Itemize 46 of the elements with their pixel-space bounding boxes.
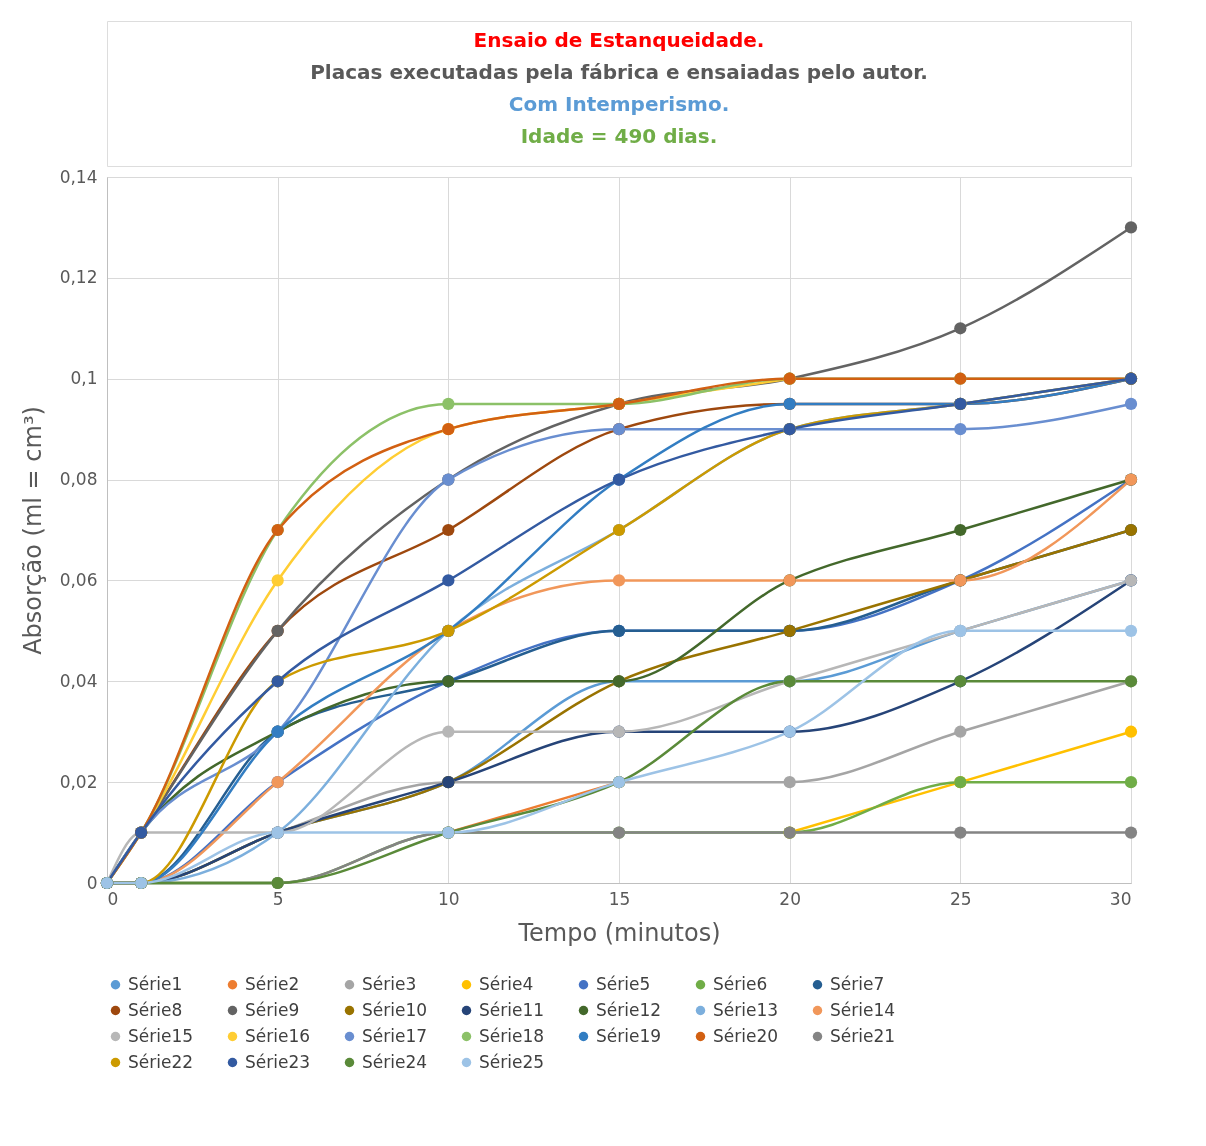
x-tick-label: 25 <box>950 888 972 909</box>
y-tick-label: 0,08 <box>59 469 98 490</box>
legend-label: Série22 <box>128 1051 194 1072</box>
y-tick-label: 0,06 <box>59 569 98 590</box>
legend-label: Série18 <box>479 1025 545 1046</box>
legend-label: Série4 <box>479 973 534 994</box>
y-tick-label: 0 <box>86 872 98 893</box>
legend-label: Série19 <box>596 1025 662 1046</box>
y-axis-title: Absorção (ml = cm³) <box>18 406 47 655</box>
legend-label: Série6 <box>713 973 768 994</box>
y-tick-label: 0,02 <box>59 771 98 792</box>
legend-label: Série7 <box>830 973 885 994</box>
x-axis-title: Tempo (minutos) <box>517 918 721 947</box>
x-tick-label: 5 <box>272 888 284 909</box>
legend-label: Série5 <box>596 973 651 994</box>
chart-subtitle: Placas executadas pela fábrica e ensaiadas pelo autor. <box>310 60 928 84</box>
x-tick-label: 0 <box>107 888 119 909</box>
legend-label: Série11 <box>479 999 545 1020</box>
x-tick-label: 10 <box>438 888 460 909</box>
legend-label: Série17 <box>362 1025 428 1046</box>
legend-label: Série3 <box>362 973 417 994</box>
legend-label: Série2 <box>245 973 300 994</box>
legend-label: Série8 <box>128 999 183 1020</box>
x-tick-label: 15 <box>608 888 631 909</box>
legend-label: Série21 <box>830 1025 896 1046</box>
y-tick-label: 0,14 <box>59 166 98 187</box>
legend-label: Série25 <box>479 1051 545 1072</box>
legend-label: Série14 <box>830 999 896 1020</box>
legend-label: Série13 <box>713 999 779 1020</box>
legend-label: Série1 <box>128 973 183 994</box>
text: Idade = 490 dias. <box>520 124 718 148</box>
legend-label: Série24 <box>362 1051 428 1072</box>
x-tick-label: 20 <box>779 888 801 909</box>
legend-label: Série20 <box>713 1025 779 1046</box>
y-tick-label: 0,12 <box>59 267 98 288</box>
legend-label: Série23 <box>245 1051 311 1072</box>
text: Com Intemperismo. <box>508 92 730 116</box>
legend-label: Série10 <box>362 999 428 1020</box>
y-tick-label: 0,04 <box>59 670 98 691</box>
legend-label: Série15 <box>128 1025 194 1046</box>
y-tick-label: 0,1 <box>70 368 98 389</box>
chart-title: Ensaio de Estanqueidade. <box>473 28 765 52</box>
legend-label: Série16 <box>245 1025 311 1046</box>
legend-label: Série9 <box>245 999 300 1020</box>
legend-label: Série12 <box>596 999 662 1020</box>
x-tick-label: 30 <box>1109 888 1132 909</box>
